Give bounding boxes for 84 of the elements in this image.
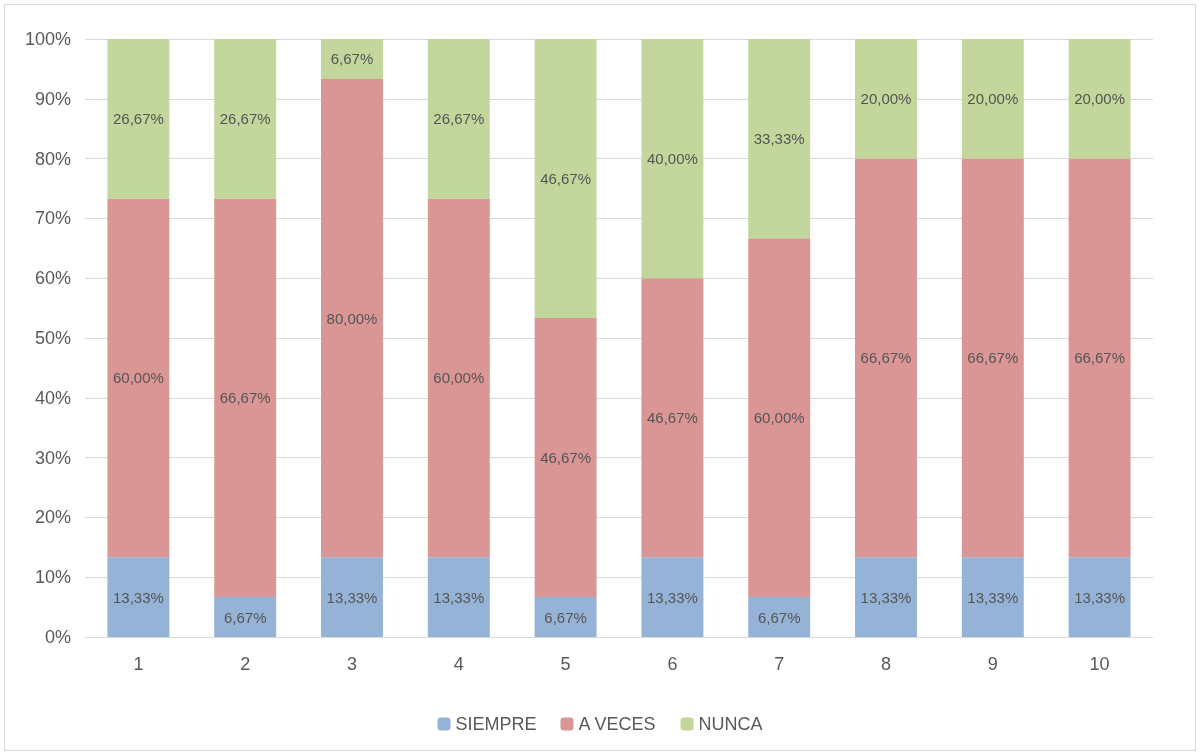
data-label: 13,33% [646,588,698,606]
bar [641,557,704,637]
x-tick-label: 5 [560,654,571,674]
y-tick-label: 50% [34,328,71,348]
bar [107,39,170,199]
bar [855,158,917,558]
bar [641,278,704,558]
data-label: 26,67% [433,110,485,128]
data-label: 13,33% [112,588,164,606]
x-tick-label: 9 [987,654,998,674]
y-tick-label: 20% [34,507,71,528]
bar [961,158,1024,558]
bar [1068,158,1131,558]
y-tick-label: 10% [34,567,71,588]
data-label: 6,67% [757,608,801,626]
data-label: 66,67% [860,349,912,367]
bar [107,557,170,637]
data-label: 26,67% [112,110,164,128]
data-label: 20,00% [860,90,912,108]
x-tick-label: 7 [774,654,785,674]
x-tick-label: 8 [880,654,892,674]
bar [321,39,383,79]
data-label: 6,67% [330,50,374,68]
y-tick-label: 60% [34,268,71,289]
bar [748,238,811,598]
x-tick-label: 1 [133,654,144,674]
data-label: 20,00% [1074,90,1126,108]
bar [534,39,597,319]
data-label: 80,00% [326,309,378,327]
bar [534,597,597,637]
data-label: 66,67% [1074,349,1126,367]
legend-label: SIEMPRE [455,714,537,734]
data-label: 6,67% [544,608,587,626]
y-tick-label: 40% [34,387,71,408]
bar [321,78,383,558]
x-tick-label: 3 [346,654,358,674]
data-label: 46,67% [540,449,592,467]
data-label: 20,00% [967,90,1019,108]
bar [427,39,490,199]
data-label: 13,33% [433,588,485,606]
y-tick-label: 80% [34,148,71,169]
y-tick-label: 100% [24,29,71,49]
y-tick-label: 90% [34,88,71,109]
bar [855,39,917,159]
bar [534,318,597,598]
x-tick-label: 4 [453,654,464,674]
data-label: 60,00% [433,369,485,387]
bar [1068,39,1131,159]
data-label: 13,33% [967,588,1019,606]
x-tick-label: 10 [1089,654,1110,674]
bar [427,198,490,558]
legend-label: A VECES [578,714,656,734]
y-tick-label: 0% [44,627,71,647]
bar [1068,557,1131,637]
bar [214,39,277,199]
bar [214,198,277,598]
bar [961,39,1024,159]
bar [427,557,490,637]
data-label: 60,00% [753,409,805,427]
data-label: 46,67% [646,409,698,427]
bar [641,39,704,279]
data-label: 13,33% [326,588,378,606]
data-label: 60,00% [112,369,164,387]
bar [748,597,811,637]
data-label: 66,67% [219,389,271,407]
bar [748,39,811,239]
data-label: 46,67% [540,170,592,188]
bar [107,198,170,558]
bar [214,597,277,637]
data-label: 26,67% [219,110,271,128]
legend-label: NUNCA [698,714,763,734]
data-label: 13,33% [860,588,912,606]
data-label: 33,33% [753,130,805,148]
x-tick-label: 6 [667,654,678,674]
data-label: 40,00% [646,150,698,168]
bar [321,557,383,637]
data-label: 13,33% [1074,588,1126,606]
y-tick-label: 30% [34,447,71,468]
y-tick-label: 70% [34,208,71,229]
bar [961,557,1024,637]
x-tick-label: 2 [240,654,251,674]
bar [855,557,917,637]
data-label: 66,67% [967,349,1019,367]
data-label: 6,67% [223,608,267,626]
